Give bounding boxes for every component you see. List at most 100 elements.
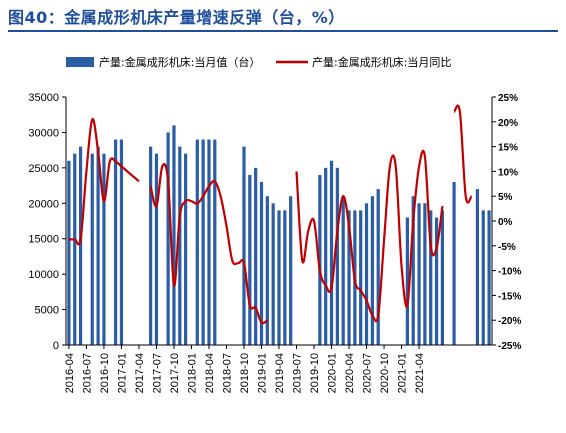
x-tick-label: 2017-10	[169, 353, 181, 393]
x-tick-label: 2018-04	[204, 353, 216, 393]
bar	[283, 210, 287, 345]
bar	[254, 167, 258, 345]
right-tick-label: -20%	[498, 316, 521, 327]
bar-series	[67, 125, 491, 345]
left-tick-label: 5000	[35, 305, 59, 317]
bar	[113, 139, 118, 345]
x-tick-label: 2019-04	[274, 353, 286, 393]
left-axis-ticks: 0 5000 10000 15000 20000 25000 30000 35000	[28, 92, 66, 352]
left-tick-label: 25000	[28, 163, 59, 175]
bar	[481, 210, 485, 345]
bar	[207, 139, 211, 345]
bar	[370, 196, 374, 345]
x-tick-label: 2018-07	[221, 353, 233, 393]
bar	[289, 196, 293, 345]
x-tick-label: 2020-04	[344, 353, 356, 393]
left-tick-label: 10000	[28, 269, 59, 281]
right-axis-ticks: -25% -20% -15% -10% -5% 0% 5% 10% 15% 20% 25%	[492, 93, 521, 352]
bar	[277, 210, 281, 345]
figure-title: 图40：金属成形机床产量增速反弹（台，%）	[8, 8, 345, 27]
legend-bar-swatch	[66, 57, 94, 67]
x-tick-label: 2017-07	[151, 353, 163, 393]
bar	[184, 153, 188, 345]
bar	[475, 189, 480, 345]
bar	[440, 210, 445, 345]
bar	[102, 153, 106, 345]
bar	[265, 196, 269, 345]
right-tick-label: 25%	[498, 93, 518, 104]
right-tick-label: -5%	[498, 242, 516, 253]
left-tick-label: 0	[53, 340, 59, 352]
bar	[434, 217, 439, 345]
bar	[73, 153, 77, 345]
bar	[149, 146, 153, 345]
x-tick-label: 2016-04	[64, 353, 76, 393]
bar	[154, 153, 159, 345]
bar	[452, 182, 456, 345]
title-rule	[8, 30, 558, 32]
x-tick-label: 2021-01	[397, 353, 409, 393]
x-tick-label: 2016-10	[99, 353, 111, 393]
bar	[96, 146, 100, 345]
x-axis-ticks: 2016-04 2016-07 2016-10 2017-01 2017-04 2017-…	[64, 345, 426, 393]
bar	[376, 189, 380, 345]
right-tick-label: -15%	[498, 291, 521, 302]
x-tick-label: 2019-07	[292, 353, 304, 393]
right-tick-label: 0%	[498, 217, 513, 228]
bar	[259, 182, 264, 345]
bar	[347, 210, 351, 345]
bar	[324, 167, 328, 345]
x-tick-label: 2018-01	[186, 353, 198, 393]
bar	[119, 139, 124, 345]
bar	[78, 146, 83, 345]
bar	[242, 146, 246, 345]
bar	[423, 203, 427, 345]
line-series-group	[68, 104, 473, 325]
bar	[405, 217, 409, 345]
bar	[417, 203, 421, 345]
right-tick-label: 10%	[498, 167, 518, 178]
bar	[329, 160, 334, 345]
bar	[318, 174, 322, 345]
left-tick-label: 20000	[28, 198, 59, 210]
bar	[172, 125, 176, 345]
x-tick-label: 2021-04	[414, 353, 426, 393]
bar	[341, 196, 345, 345]
bar	[201, 139, 205, 345]
bar	[359, 210, 363, 345]
line-series	[68, 118, 140, 246]
bar	[271, 203, 275, 345]
x-tick-label: 2018-10	[239, 353, 251, 393]
bar	[487, 210, 491, 345]
x-tick-label: 2019-01	[256, 353, 268, 393]
bar	[178, 146, 182, 345]
x-tick-label: 2020-10	[379, 353, 391, 393]
bar	[166, 132, 170, 345]
legend-bar-label: 产量:金属成形机床:当月值（台）	[99, 55, 260, 69]
bar	[335, 167, 339, 345]
bar	[90, 153, 94, 345]
bar	[67, 160, 71, 345]
bar	[195, 139, 199, 345]
left-tick-label: 15000	[28, 234, 59, 246]
right-tick-label: 20%	[498, 118, 518, 129]
bar	[429, 210, 433, 345]
line-series	[149, 162, 268, 325]
legend-line-label: 产量:金属成形机床:当月同比	[312, 55, 451, 69]
x-tick-label: 2016-07	[81, 353, 93, 393]
x-tick-label: 2017-04	[134, 353, 146, 393]
bar	[248, 174, 252, 345]
line-series	[453, 104, 473, 204]
line-series	[295, 149, 444, 323]
right-tick-label: 5%	[498, 192, 513, 203]
legend: 产量:金属成形机床:当月值（台） 产量:金属成形机床:当月同比	[66, 55, 451, 69]
left-tick-label: 35000	[28, 92, 59, 104]
bar	[364, 203, 369, 345]
right-tick-label: -25%	[498, 341, 521, 352]
bar	[213, 139, 217, 345]
x-tick-label: 2019-10	[309, 353, 321, 393]
x-tick-label: 2020-07	[362, 353, 374, 393]
left-tick-label: 30000	[28, 127, 59, 139]
bar	[411, 196, 415, 345]
